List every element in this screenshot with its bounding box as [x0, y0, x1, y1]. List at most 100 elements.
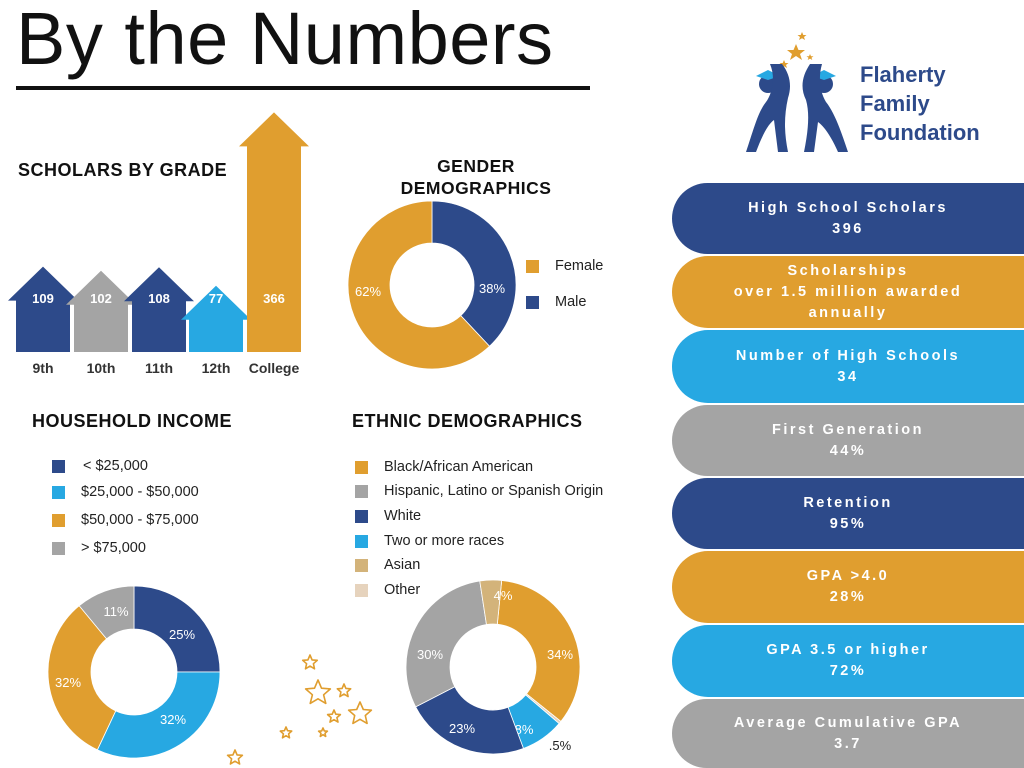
stat-value: 28%: [829, 589, 867, 605]
donut-slice: [415, 686, 524, 755]
stat-pill-first-generation: First Generation 44%: [672, 405, 1024, 476]
logo-figures-icon: [746, 32, 848, 152]
donut-slice: [78, 585, 135, 640]
legend-swatch: [355, 583, 368, 597]
donut-slice-label: 32%: [55, 675, 81, 690]
stat-pill-gpa-above-4: GPA >4.0 28%: [672, 551, 1024, 623]
stat-value: 72%: [829, 663, 867, 679]
grade-value-label: 108: [148, 291, 170, 306]
grade-category-label: 10th: [87, 360, 116, 376]
legend-swatch: [355, 534, 368, 548]
stat-label: Number of High Schools: [735, 347, 961, 364]
donut-slice-label: 11%: [103, 604, 128, 619]
legend-swatch: [355, 509, 368, 523]
grade-bar: [66, 270, 136, 352]
legend-label: $25,000 - $50,000: [81, 484, 199, 500]
stat-pill-retention: Retention 95%: [672, 478, 1024, 549]
ethnic-chart: 34% .5% 8% 23% 30% 4%: [405, 579, 581, 755]
income-legend-item: > $75,000: [52, 540, 146, 556]
legend-label: Other: [384, 582, 421, 598]
legend-label: Black/African American: [384, 459, 534, 475]
grade-category-label: 12th: [202, 360, 231, 376]
stat-pill-scholarships: Scholarships over 1.5 million awarded an…: [672, 256, 1024, 328]
grade-bar: [239, 112, 309, 353]
legend-swatch: [526, 259, 539, 273]
income-legend-item: $50,000 - $75,000: [52, 512, 199, 528]
ethnic-legend-item: Other: [355, 582, 420, 598]
logo-text-line2: Family: [860, 91, 930, 116]
legend-swatch: [355, 460, 368, 474]
stat-pill-high-schools: Number of High Schools 34: [672, 330, 1024, 403]
stat-label: High School Scholars: [748, 199, 948, 216]
gender-chart: 38% 62%: [347, 200, 517, 370]
donut-slice-label: 32%: [160, 712, 186, 727]
donut-slice: [347, 200, 491, 370]
gender-chart-title: GENDER DEMOGRAPHICS: [400, 156, 552, 198]
stat-pill-high-school-scholars: High School Scholars 396: [672, 183, 1024, 254]
legend-label: $50,000 - $75,000: [81, 512, 199, 528]
donut-slice-label: .5%: [549, 738, 572, 753]
legend-swatch: [355, 558, 368, 572]
stat-label: First Generation: [772, 421, 924, 438]
donut-slice-label: 30%: [417, 647, 443, 662]
income-legend-item: < $25,000: [52, 458, 148, 474]
ethnic-legend-item: Black/African American: [355, 459, 533, 475]
stat-pill-cumulative-gpa: Average Cumulative GPA 3.7: [672, 699, 1024, 768]
star-outline-icon: [301, 654, 319, 670]
logo-text-line1: Flaherty: [860, 62, 946, 87]
gender-legend-item: Female: [526, 258, 603, 274]
star-outline-icon: [336, 683, 352, 698]
stat-label: Average Cumulative GPA: [733, 714, 963, 731]
stat-label: GPA >4.0: [806, 568, 890, 584]
grade-chart-title: SCHOLARS BY GRADE: [18, 160, 228, 180]
income-chart-title: HOUSEHOLD INCOME: [32, 411, 233, 431]
ethnic-legend-item: Asian: [355, 557, 420, 573]
legend-label: Male: [555, 294, 587, 310]
page-title: By the Numbers: [16, 0, 554, 80]
legend-label: > $75,000: [81, 540, 146, 556]
income-legend-item: $25,000 - $50,000: [52, 484, 199, 500]
star-outline-icon: [347, 701, 373, 725]
grade-bar: [8, 266, 78, 352]
donut-slice-label: 25%: [169, 627, 195, 642]
grade-chart: 109 9th 102 10th 108 11th 77 12th 366 College: [8, 112, 309, 376]
stat-value: 3.7: [834, 735, 862, 752]
grade-category-label: 11th: [145, 360, 173, 376]
title-underline: [16, 86, 590, 90]
donut-slice: [47, 605, 117, 751]
donut-slice-label: 34%: [547, 647, 573, 662]
donut-slice: [496, 579, 581, 723]
ethnic-legend-item: White: [355, 508, 421, 524]
donut-slice-label: 62%: [355, 284, 381, 299]
grade-category-label: 9th: [33, 360, 54, 376]
donut-slice-label: 23%: [449, 721, 475, 736]
stat-value: 95%: [829, 515, 867, 532]
stat-value: 396: [832, 220, 864, 237]
legend-label: Female: [555, 258, 604, 274]
stat-value: 34: [837, 368, 859, 385]
donut-slice-label: 8%: [515, 722, 534, 737]
grade-category-label: College: [249, 360, 300, 376]
star-outline-icon: [226, 749, 244, 765]
stat-label: Retention: [803, 494, 893, 511]
legend-swatch: [526, 295, 539, 309]
legend-label: White: [384, 508, 422, 524]
legend-swatch: [355, 484, 368, 498]
donut-slice-label: 38%: [479, 281, 505, 296]
grade-value-label: 102: [90, 291, 112, 306]
income-chart: 25% 32% 32% 11%: [47, 585, 221, 759]
stat-label: GPA 3.5 or higher: [766, 642, 930, 658]
stat-pill-gpa-3-5: GPA 3.5 or higher 72%: [672, 625, 1024, 697]
grade-value-label: 366: [263, 291, 285, 306]
legend-label: Hispanic, Latino or Spanish Origin: [384, 483, 604, 499]
legend-label: Asian: [384, 557, 421, 573]
donut-slice: [405, 580, 487, 708]
grade-value-label: 109: [32, 291, 54, 306]
gender-legend-item: Male: [526, 294, 586, 310]
donut-slice: [96, 671, 221, 759]
donut-slice: [133, 585, 221, 673]
legend-swatch: [52, 513, 65, 527]
decorative-stars: [226, 654, 373, 765]
stat-value: 44%: [829, 442, 867, 459]
ethnic-legend-item: Two or more races: [355, 533, 504, 549]
